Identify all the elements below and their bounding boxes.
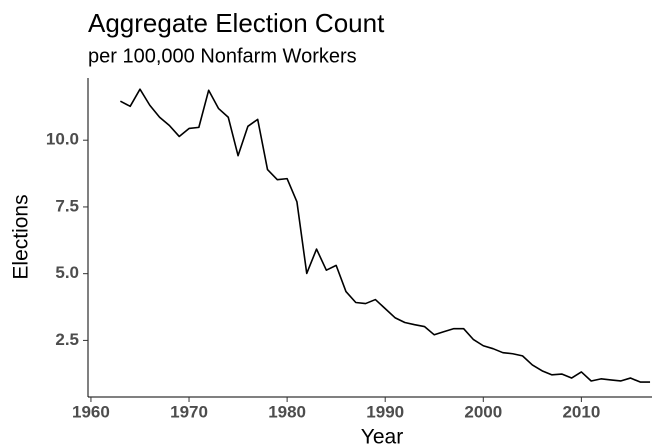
x-tick-label: 1990 [366,402,404,421]
y-tick-label: 2.5 [55,330,79,349]
x-tick-label: 1980 [268,402,306,421]
y-tick-label: 5.0 [55,263,79,282]
chart-subtitle: per 100,000 Nonfarm Workers [88,45,357,67]
line [120,88,651,383]
x-tick-label: 1960 [72,402,110,421]
y-tick-label: 10.0 [46,130,79,149]
chart-title: Aggregate Election Count [88,8,385,38]
x-tick-label: 2000 [464,402,502,421]
x-axis-label: Year [361,426,403,448]
x-tick-label: 2010 [562,402,600,421]
y-tick-label: 7.5 [55,196,79,215]
y-axis-label: Elections [10,194,33,279]
x-tick-label: 1970 [170,402,208,421]
